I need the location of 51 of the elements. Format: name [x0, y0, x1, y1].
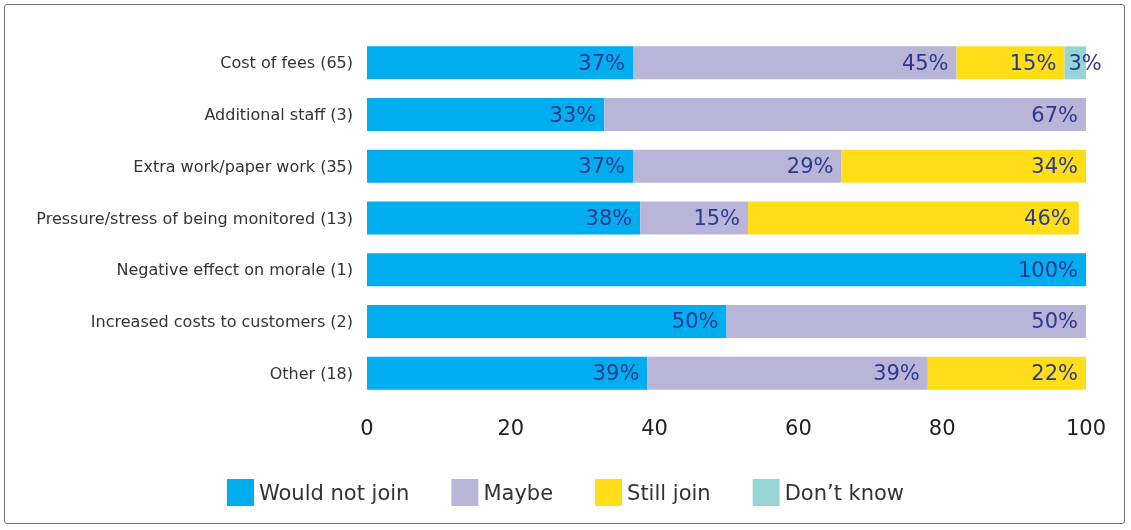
y-tick-label: Negative effect on morale (1)	[116, 260, 353, 280]
y-tick-label: Cost of fees (65)	[220, 53, 353, 73]
bar	[367, 253, 1086, 287]
x-tick-label: 0	[360, 415, 374, 440]
data-label: 15%	[1009, 50, 1057, 75]
bar	[927, 356, 1086, 390]
bar	[367, 356, 648, 390]
x-tick-label: 80	[928, 415, 956, 440]
x-tick-label: 40	[641, 415, 668, 440]
y-tick-label: Extra work/paper work (35)	[133, 156, 353, 176]
x-tick-label: 100	[1065, 415, 1107, 440]
legend-label: Would not join	[258, 480, 410, 505]
bar	[841, 149, 1086, 183]
data-label: 37%	[578, 50, 626, 75]
data-label: 100%	[1017, 257, 1078, 282]
bar	[647, 356, 928, 390]
bar	[956, 46, 1065, 80]
bar	[640, 201, 749, 235]
bar	[367, 46, 634, 80]
y-tick-label: Increased costs to customers (2)	[90, 311, 353, 331]
bar	[367, 149, 634, 183]
data-label: 50%	[671, 309, 719, 334]
legend-label: Maybe	[483, 480, 554, 505]
bar	[367, 98, 605, 132]
bar	[726, 304, 1086, 338]
data-label: 39%	[592, 361, 640, 386]
y-tick-label: Other (18)	[269, 363, 353, 383]
bar	[367, 201, 641, 235]
bar	[748, 201, 1079, 235]
data-label: 15%	[693, 206, 741, 230]
bar	[604, 98, 1086, 132]
bar	[633, 46, 957, 80]
data-label: 29%	[786, 154, 834, 179]
bar	[633, 149, 842, 183]
x-tick-label: 20	[497, 415, 525, 440]
y-tick-label: Pressure/stress of being monitored (13)	[36, 208, 353, 228]
data-label: 45%	[901, 50, 949, 75]
data-label: 46%	[1024, 206, 1071, 230]
legend-label: Still join	[627, 480, 711, 505]
data-label: 50%	[1031, 309, 1078, 334]
data-label: 67%	[1031, 102, 1078, 127]
y-tick-label: Additional staff (3)	[204, 105, 353, 125]
legend-label: Don’t know	[784, 480, 905, 505]
data-label: 39%	[873, 361, 920, 386]
data-label: 37%	[578, 154, 626, 179]
data-label: 38%	[585, 206, 633, 230]
x-tick-label: 60	[785, 415, 812, 440]
data-label: 22%	[1031, 361, 1078, 386]
data-label: 33%	[549, 102, 597, 127]
data-label: 34%	[1031, 154, 1078, 179]
bar	[367, 304, 727, 338]
